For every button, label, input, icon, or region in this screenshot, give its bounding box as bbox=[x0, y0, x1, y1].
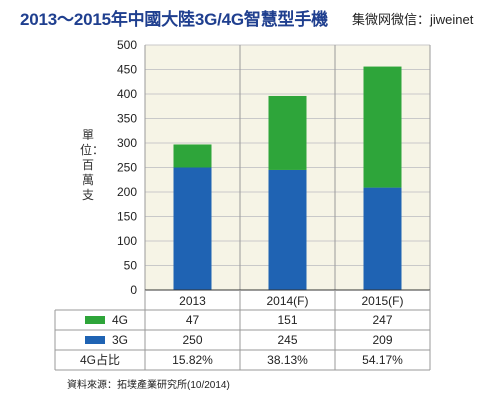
y-tick-label: 150 bbox=[117, 210, 137, 224]
y-tick-label: 400 bbox=[117, 87, 137, 101]
x-tick-label: 2013 bbox=[179, 294, 206, 308]
x-tick-label: 2014(F) bbox=[266, 294, 308, 308]
table-cell: 38.13% bbox=[267, 353, 308, 367]
watermark-text: 集微网微信：jiweinet bbox=[352, 12, 474, 27]
table-cell: 250 bbox=[182, 333, 202, 347]
y-tick-label: 100 bbox=[117, 234, 137, 248]
y-tick-label: 350 bbox=[117, 112, 137, 126]
y-tick-label: 300 bbox=[117, 136, 137, 150]
table-cell: 15.82% bbox=[172, 353, 213, 367]
legend-swatch-4g bbox=[85, 316, 105, 324]
y-tick-label: 250 bbox=[117, 161, 137, 175]
legend-label: 3G bbox=[112, 333, 128, 347]
legend-swatch-3g bbox=[85, 336, 105, 344]
table-cell: 54.17% bbox=[362, 353, 403, 367]
y-tick-label: 0 bbox=[130, 283, 137, 297]
y-tick-label: 450 bbox=[117, 63, 137, 77]
table-cell: 209 bbox=[372, 333, 392, 347]
table-cell: 47 bbox=[186, 313, 200, 327]
bar-4g-2 bbox=[363, 66, 402, 188]
y-tick-label: 50 bbox=[124, 259, 138, 273]
y-tick-label: 500 bbox=[117, 38, 137, 52]
table-cell: 151 bbox=[277, 313, 297, 327]
bar-4g-1 bbox=[268, 95, 307, 170]
table-row-label: 4G占比 bbox=[80, 352, 120, 367]
legend-label: 4G bbox=[112, 313, 128, 327]
bar-3g-1 bbox=[268, 169, 307, 290]
bar-4g-0 bbox=[173, 144, 212, 168]
y-tick-label: 200 bbox=[117, 185, 137, 199]
bar-3g-0 bbox=[173, 167, 212, 290]
bar-3g-2 bbox=[363, 187, 402, 290]
x-tick-label: 2015(F) bbox=[361, 294, 403, 308]
table-cell: 247 bbox=[372, 313, 392, 327]
chart-title: 2013～2015年中國大陸3G/4G智慧型手機 bbox=[20, 10, 328, 29]
source-note: 資料來源：拓墣產業研究所(10/2014) bbox=[67, 380, 230, 391]
table-cell: 245 bbox=[277, 333, 297, 347]
